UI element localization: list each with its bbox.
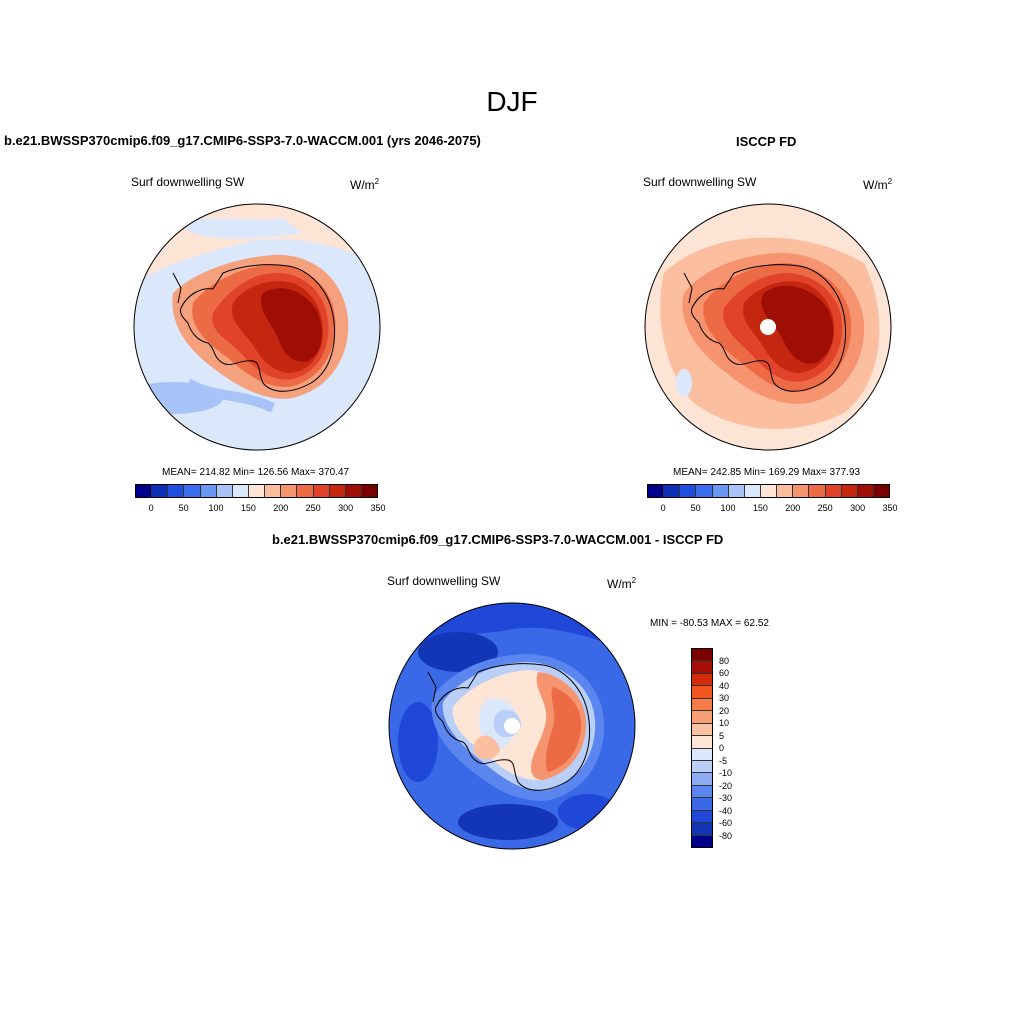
colorbar-tick-label: 300: [338, 503, 354, 513]
colorbar-swatch: [265, 485, 282, 497]
colorbar-swatch: [200, 485, 217, 497]
colorbar-swatch: [825, 485, 842, 497]
colorbar-tick-label: 20: [719, 705, 730, 716]
colorbar-swatch: [692, 686, 712, 699]
colorbar-tick-label: 80: [719, 655, 730, 666]
panel-3-title: b.e21.BWSSP370cmip6.f09_g17.CMIP6-SSP3-7…: [272, 532, 724, 547]
colorbar-tick-label: 30: [719, 693, 730, 703]
figure-title: DJF: [486, 86, 538, 117]
colorbar-tick-label: -60: [719, 818, 733, 828]
panel-2-map: [644, 203, 892, 451]
colorbar-swatch: [692, 723, 712, 737]
colorbar-swatch: [345, 485, 362, 497]
colorbar-swatch: [664, 485, 681, 497]
colorbar-tick-label: -20: [719, 780, 733, 791]
colorbar-swatch: [809, 485, 826, 497]
colorbar-tick-label: -40: [719, 805, 733, 816]
colorbar-swatch: [329, 485, 346, 497]
colorbar-swatch: [692, 711, 712, 724]
panel-1-variable-label: Surf downwelling SW: [131, 175, 245, 189]
panel-3-stats: MIN = -80.53 MAX = 62.52: [650, 618, 769, 629]
colorbar-swatch: [793, 485, 810, 497]
colorbar-tick-label: 350: [882, 503, 898, 513]
colorbar-swatch: [692, 748, 712, 761]
panel-3-colorbar: [691, 648, 713, 848]
colorbar-swatch: [777, 485, 794, 497]
colorbar-swatch: [692, 673, 712, 687]
colorbar-swatch: [692, 810, 712, 824]
panel-3-map: [388, 602, 636, 850]
colorbar-swatch: [692, 661, 712, 674]
panel-3-variable-label: Surf downwelling SW: [387, 574, 501, 588]
colorbar-swatch: [692, 835, 712, 847]
colorbar-swatch: [692, 798, 712, 811]
panel-1-stats: MEAN= 214.82 Min= 126.56 Max= 370.47: [162, 467, 350, 478]
colorbar-tick-label: 150: [752, 503, 768, 513]
colorbar-swatch: [152, 485, 169, 497]
colorbar-tick-label: 5: [719, 730, 725, 741]
colorbar-swatch: [873, 485, 890, 497]
colorbar-swatch: [841, 485, 858, 497]
colorbar-swatch: [760, 485, 778, 497]
colorbar-tick-label: -5: [719, 755, 728, 766]
colorbar-tick-label: -30: [719, 793, 733, 803]
colorbar-swatch: [648, 485, 665, 497]
colorbar-tick-label: 60: [719, 668, 730, 678]
colorbar-tick-label: -80: [719, 830, 733, 841]
colorbar-tick-label: 0: [148, 503, 154, 513]
panel-1-title: b.e21.BWSSP370cmip6.f09_g17.CMIP6-SSP3-7…: [4, 133, 481, 148]
colorbar-swatch: [361, 485, 378, 497]
colorbar-swatch: [297, 485, 314, 497]
panel-2-variable-label: Surf downwelling SW: [643, 175, 757, 189]
colorbar-swatch: [696, 485, 713, 497]
colorbar-tick-label: 50: [178, 503, 189, 513]
colorbar-swatch: [692, 785, 712, 799]
colorbar-tick-label: 0: [719, 743, 725, 753]
colorbar-swatch: [692, 736, 712, 749]
colorbar-swatch: [232, 485, 249, 497]
colorbar-tick-label: 250: [305, 503, 321, 513]
colorbar-swatch: [857, 485, 874, 497]
panel-1-map: [133, 203, 381, 451]
colorbar-swatch: [168, 485, 185, 497]
colorbar-tick-label: 100: [208, 503, 224, 513]
colorbar-swatch: [692, 698, 712, 712]
colorbar-tick-label: 50: [690, 503, 701, 513]
panel-2-stats: MEAN= 242.85 Min= 169.29 Max= 377.93: [673, 467, 861, 478]
colorbar-tick-label: 0: [660, 503, 666, 513]
colorbar-swatch: [216, 485, 233, 497]
colorbar-swatch: [313, 485, 330, 497]
colorbar-tick-label: 10: [719, 718, 730, 728]
panel-1-units: W/m2: [350, 177, 380, 192]
panel-3-units: W/m2: [607, 576, 637, 591]
colorbar-tick-label: -10: [719, 768, 733, 778]
colorbar-tick-label: 200: [785, 503, 801, 513]
colorbar-swatch: [712, 485, 729, 497]
panel-1-colorbar: [135, 484, 378, 498]
colorbar-swatch: [136, 485, 153, 497]
colorbar-swatch: [692, 773, 712, 786]
colorbar-tick-label: 300: [850, 503, 866, 513]
colorbar-swatch: [728, 485, 745, 497]
colorbar-tick-label: 100: [720, 503, 736, 513]
colorbar-tick-label: 150: [240, 503, 256, 513]
panel-2-colorbar: [647, 484, 890, 498]
colorbar-swatch: [680, 485, 697, 497]
colorbar-swatch: [184, 485, 201, 497]
colorbar-swatch: [692, 823, 712, 836]
colorbar-swatch: [692, 760, 712, 774]
colorbar-swatch: [744, 485, 761, 497]
colorbar-tick-label: 350: [370, 503, 386, 513]
colorbar-swatch: [692, 649, 712, 662]
colorbar-swatch: [248, 485, 266, 497]
colorbar-swatch: [281, 485, 298, 497]
panel-2-units: W/m2: [863, 177, 893, 192]
colorbar-tick-label: 250: [817, 503, 833, 513]
colorbar-tick-label: 200: [273, 503, 289, 513]
panel-2-title: ISCCP FD: [736, 134, 797, 149]
colorbar-tick-label: 40: [719, 680, 730, 691]
panel-3-colorbar-ticks: 80 60 40 30 20 10 5 0 -5 -10 -20 -30 -40 -60 -80: [719, 648, 749, 846]
